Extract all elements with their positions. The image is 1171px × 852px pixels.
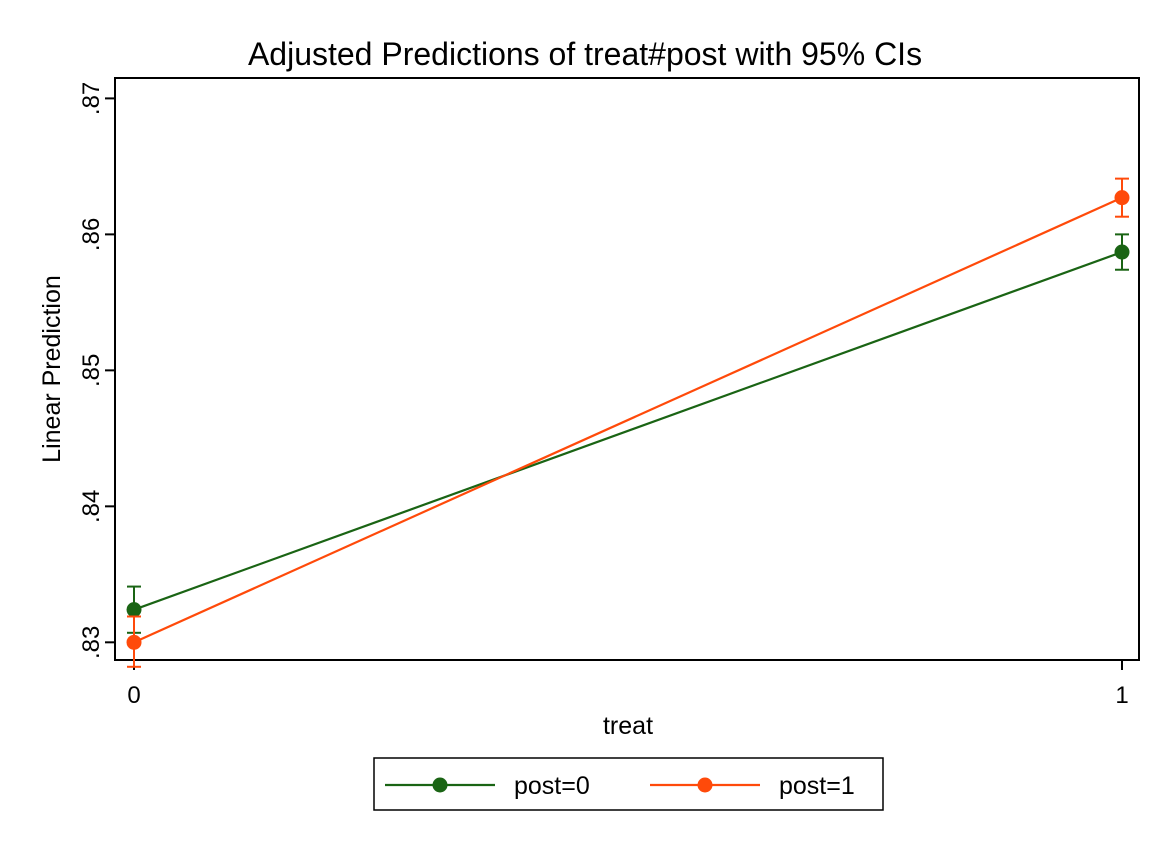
data-point-post-1 bbox=[126, 634, 142, 650]
legend-marker-post-0 bbox=[432, 777, 448, 793]
x-tick-label: 1 bbox=[1115, 682, 1128, 709]
x-tick-label: 0 bbox=[127, 682, 140, 709]
legend-label-post-1: post=1 bbox=[779, 772, 855, 800]
series-line-post-1 bbox=[133, 196, 1123, 644]
legend-items: post=0 post=1 bbox=[385, 772, 855, 800]
y-tick-label: .84 bbox=[78, 490, 105, 523]
y-tick-label: .83 bbox=[78, 626, 105, 659]
legend-marker-post-1 bbox=[697, 777, 713, 793]
y-tick-label: .86 bbox=[78, 218, 105, 251]
y-tick-label: .87 bbox=[78, 82, 105, 115]
y-axis-label: Linear Prediction bbox=[38, 275, 66, 463]
y-axis-ticks: .83 .84 .85 .86 .87 bbox=[78, 82, 115, 659]
series-layer bbox=[126, 177, 1130, 668]
data-point-post-0 bbox=[1114, 244, 1130, 260]
data-point-post-1 bbox=[1114, 190, 1130, 206]
chart-title: Adjusted Predictions of treat#post with … bbox=[248, 36, 922, 72]
y-tick-label: .85 bbox=[78, 354, 105, 387]
legend-label-post-0: post=0 bbox=[514, 772, 590, 800]
legend: post=0 post=1 bbox=[373, 757, 884, 811]
data-point-post-0 bbox=[126, 602, 142, 618]
x-axis-label: treat bbox=[603, 712, 653, 740]
series-line-post-0 bbox=[133, 251, 1123, 611]
